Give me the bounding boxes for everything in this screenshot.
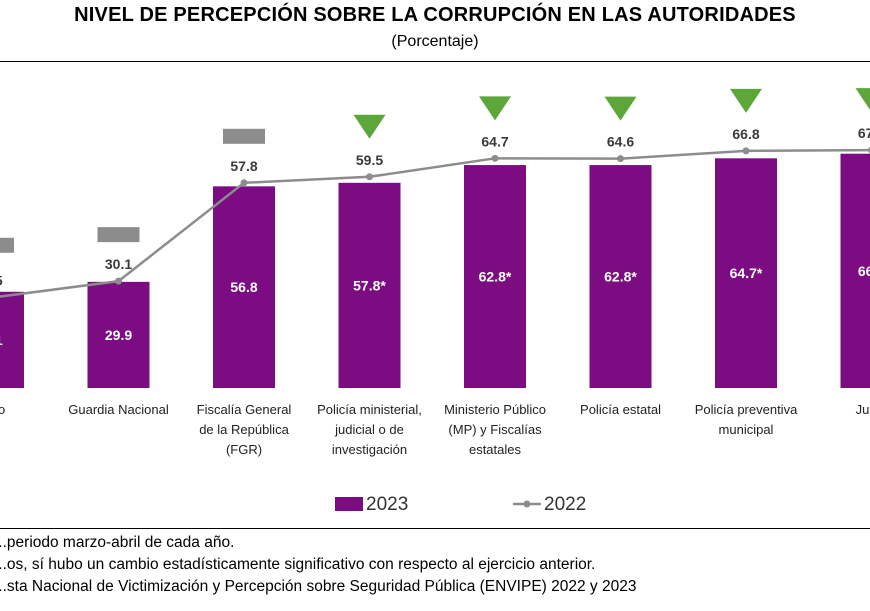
category-label: (FGR) [226,442,262,457]
category-label: estatales [469,442,522,457]
line-value-label: 59.5 [356,152,383,168]
line-point-2022 [115,277,122,285]
line-value-label: ...5 [0,272,3,288]
category-label: Policía estatal [580,402,661,417]
series-line-2022 [0,148,870,298]
legend-point-2022 [523,500,531,508]
category-label: municipal [719,422,774,437]
no-change-marker [223,128,265,144]
legend-label-2023: 2023 [366,494,408,515]
line-point-2022 [366,173,373,181]
bar-2023 [840,153,870,388]
line-value-label: 67... [858,125,870,141]
decrease-triangle [855,88,870,110]
line-value-label: 64.7 [481,133,508,149]
legend-label-2022: 2022 [544,494,586,515]
line-point-2022 [240,179,248,187]
line-point-2022 [617,155,624,163]
bar-2023 [464,165,526,388]
bar-2023 [213,186,275,388]
bar-value-label: 56.8 [230,279,257,295]
legend-swatch-2023 [335,497,363,511]
decrease-triangle [730,88,762,113]
category-label: Fiscalía General [197,402,292,417]
bar-value-label: 62.8* [604,269,637,285]
footnote-source: ...sta Nacional de Victimización y Perce… [0,578,637,595]
bar-value-label: 57.8* [353,277,386,293]
category-label: investigación [332,442,407,457]
category-label: judicial o de [334,422,404,437]
bar-value-label: 64.7* [730,265,763,281]
category-label: ...ito [0,402,5,417]
line-point-2022 [491,154,499,162]
bar-value-label: 29.9 [105,327,132,343]
category-label: Policía ministerial, [317,402,422,417]
category-label: de la República [199,422,289,437]
decrease-triangle [353,114,386,139]
decrease-triangle [479,96,511,121]
bar-value-label: 66... [858,263,870,279]
category-label: Jue... [856,402,870,417]
bar-value-label: ...1 [0,332,3,348]
no-change-marker [0,237,14,253]
decrease-triangle [604,96,637,121]
category-label: Ministerio Público [444,402,546,417]
bar-2023 [87,281,150,388]
line-value-label: 30.1 [105,256,132,272]
category-label: Guardia Nacional [68,402,169,417]
bar-2023 [0,291,24,388]
category-label: (MP) y Fiscalías [448,422,542,437]
bar-2023 [589,165,652,388]
chart-subtitle: (Porcentaje) [391,33,479,50]
line-value-label: 66.8 [732,126,759,142]
footnote-significance: ...os, sí hubo un cambio estadísticament… [0,556,596,573]
line-value-label: 57.8 [230,158,257,174]
chart-title: NIVEL DE PERCEPCIÓN SOBRE LA CORRUPCIÓN … [74,4,796,26]
top-rule [0,61,870,62]
chart-canvas: ...1 29.9 56.8 57.8* 62.8* 62.8* 64.7* 66......… [0,88,870,515]
no-change-marker [97,227,140,243]
bar-2023 [715,158,777,388]
line-value-label: 64.6 [607,134,634,150]
footnotes: ...periodo marzo-abril de cada año. ...o… [0,532,870,598]
footnote-period: ...periodo marzo-abril de cada año. [0,534,235,551]
bar-value-label: 62.8* [479,269,512,285]
category-label: Policía preventiva [695,402,798,417]
bottom-rule [0,528,870,529]
bar-2023 [338,182,401,388]
line-point-2022 [742,147,750,155]
